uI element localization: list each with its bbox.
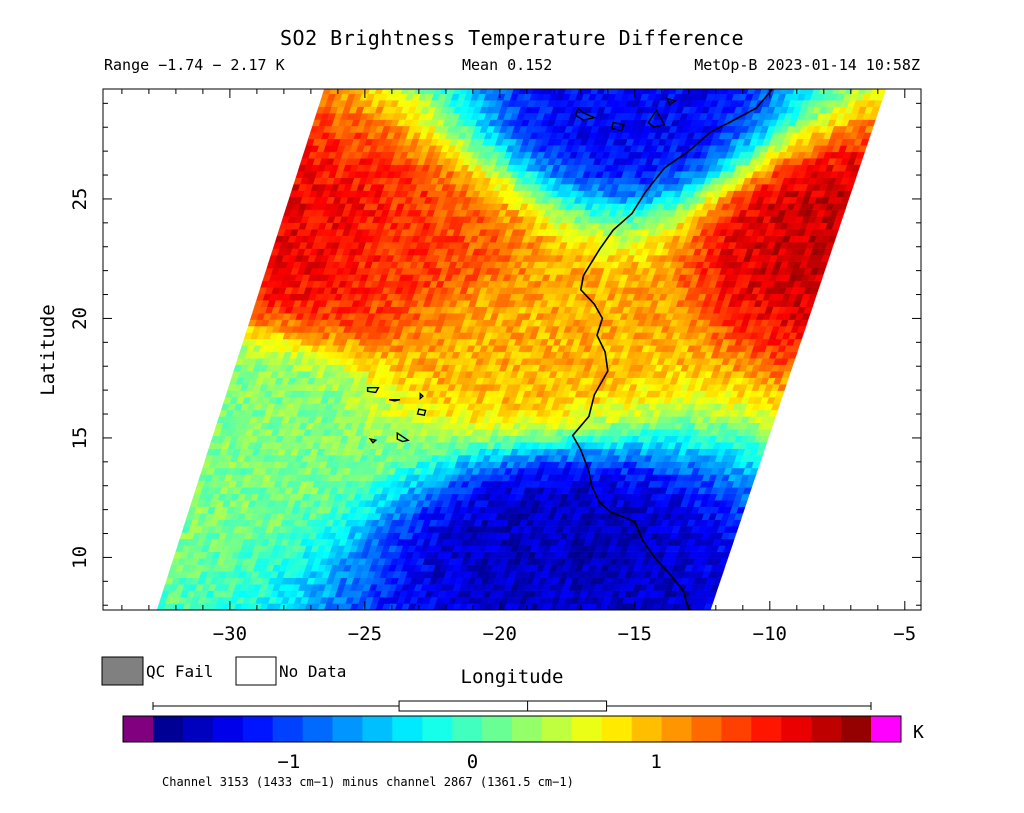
- range-label: Range −1.74 − 2.17 K: [104, 56, 285, 74]
- heatmap-cells: [156, 89, 887, 610]
- satellite-time-label: MetOp-B 2023-01-14 10:58Z: [694, 56, 920, 74]
- mean-label: Mean 0.152: [462, 56, 553, 74]
- chart-title: SO2 Brightness Temperature Difference: [279, 26, 745, 50]
